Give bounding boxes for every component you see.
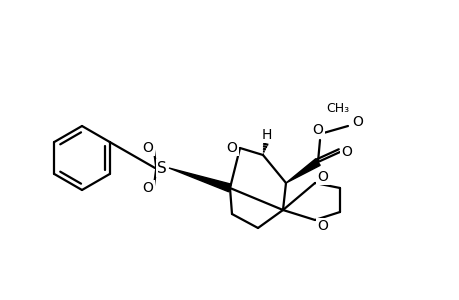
Text: O: O [341, 145, 352, 159]
Text: O: O [317, 170, 328, 184]
Polygon shape [285, 159, 319, 183]
Text: O: O [142, 141, 153, 155]
Text: S: S [157, 160, 167, 175]
Polygon shape [168, 168, 231, 192]
Text: O: O [351, 115, 362, 129]
Text: CH₃: CH₃ [326, 101, 349, 115]
Text: O: O [226, 141, 237, 155]
Text: O: O [317, 219, 328, 233]
Text: O: O [312, 123, 323, 137]
Text: O: O [142, 181, 153, 195]
Text: H: H [261, 128, 272, 142]
